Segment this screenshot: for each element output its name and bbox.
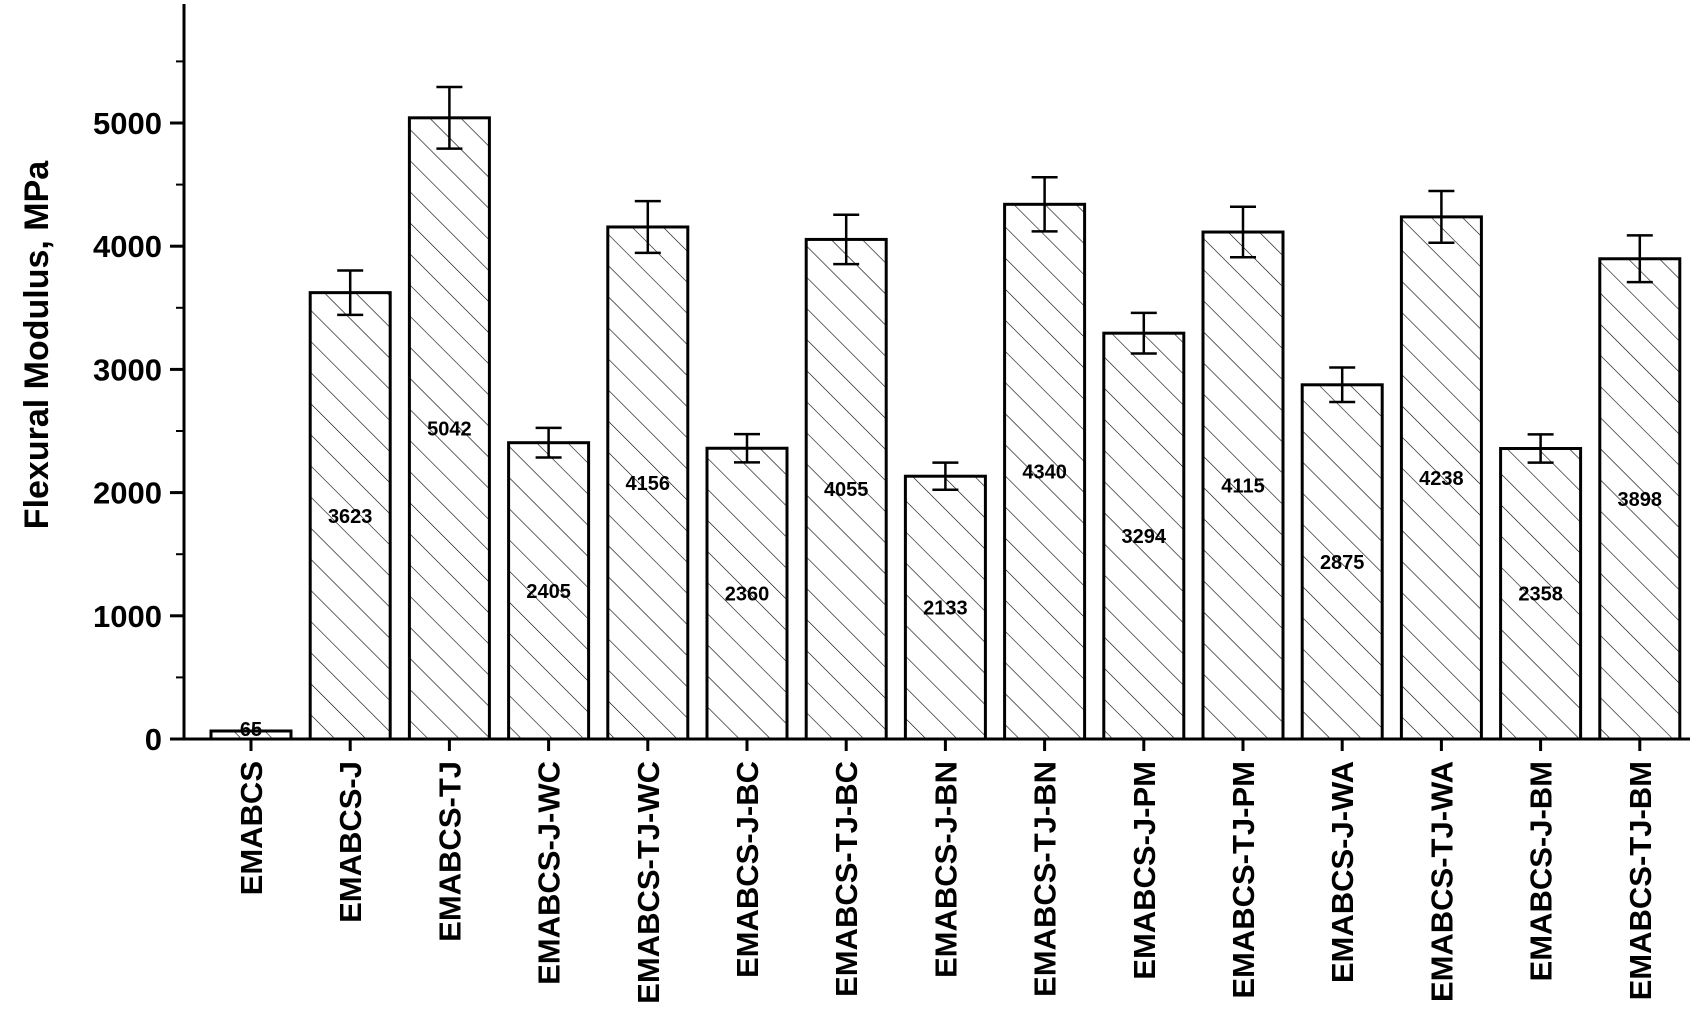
bars [209,116,1682,741]
data-label: 5042 [427,418,472,440]
x-tick-label: EMABCS-J-PM [1127,761,1162,980]
data-label: 4340 [1022,462,1067,484]
y-tick-label: 4000 [93,229,162,264]
x-tick-label: EMABCS-J-BM [1524,761,1559,981]
bar [903,474,987,741]
bar [1399,215,1483,741]
y-axis-title: Flexural Modulus, MPa [18,160,56,529]
data-label: 4055 [824,479,869,501]
x-tick-label: EMABCS-J-BN [928,761,963,978]
x-tick-label: EMABCS-TJ-PM [1226,761,1261,999]
y-tick-label: 5000 [93,106,162,141]
error-bars [337,85,1653,492]
bar [1499,446,1583,741]
data-label: 3898 [1618,489,1663,511]
y-tick-label: 3000 [93,352,162,387]
y-tick-label: 2000 [93,476,162,511]
bar [209,729,293,741]
x-tick-label: EMABCS-J-BC [730,761,765,978]
bar [507,441,591,741]
bar [606,225,690,741]
bar [1598,257,1682,741]
data-label: 3623 [328,506,373,528]
x-tick-label: EMABCS-TJ-BC [829,761,864,997]
data-labels: 65 3623 5042 2405 4156 2360 4055 2133 4340 3294 41… [240,418,1662,741]
x-tick-label: EMABCS-J-WA [1325,761,1360,983]
tick-labels: 0 1000 2000 3000 4000 5000 EMABCS EMABCS-J EMABC… [93,106,1658,1004]
bar [1201,230,1285,741]
data-label: 65 [240,719,262,741]
bar [705,446,789,741]
data-label: 2875 [1320,552,1365,574]
bar [308,291,392,741]
x-tick-label: EMABCS-TJ-BM [1623,761,1658,1000]
data-label: 2358 [1518,584,1563,606]
data-label: 4156 [626,473,671,495]
data-label: 2133 [923,598,968,620]
data-label: 4238 [1419,468,1464,490]
x-tick-label: EMABCS-TJ-BN [1028,761,1063,997]
bar [1300,383,1384,741]
y-tick-label: 0 [145,722,162,757]
data-label: 3294 [1122,526,1167,548]
y-tick-label: 1000 [93,599,162,634]
x-tick-label: EMABCS-J-WC [532,761,567,985]
x-tick-label: EMABCS [234,761,269,895]
data-label: 2360 [725,584,770,606]
x-tick-label: EMABCS-TJ-WA [1424,761,1459,1002]
data-label: 4115 [1221,476,1264,498]
x-tick-label: EMABCS-TJ [432,761,467,942]
data-label: 2405 [526,581,571,603]
x-tick-label: EMABCS-J [333,761,368,923]
bar [1102,331,1186,741]
x-tick-label: EMABCS-TJ-WC [631,761,666,1004]
